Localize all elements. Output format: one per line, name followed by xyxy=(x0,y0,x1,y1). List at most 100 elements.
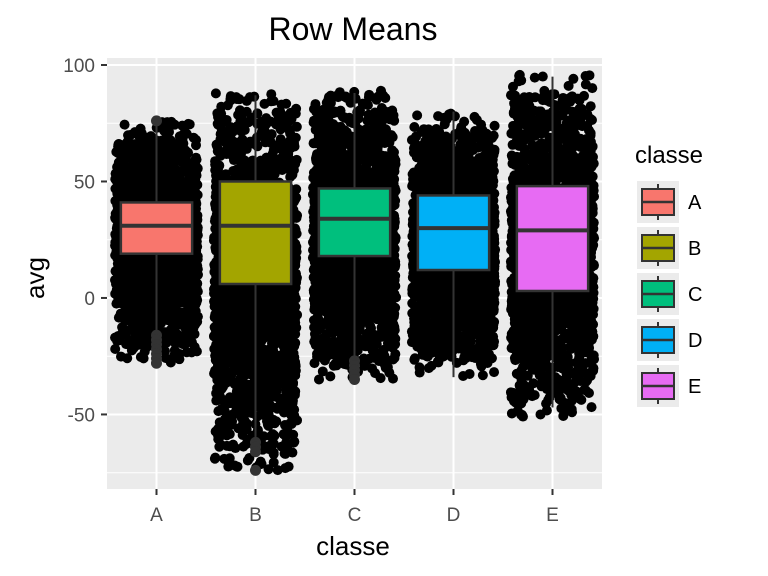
data-point xyxy=(271,338,282,349)
data-point xyxy=(113,141,124,152)
data-point xyxy=(276,441,287,452)
data-point xyxy=(179,157,190,168)
data-point xyxy=(268,457,279,468)
data-point xyxy=(286,159,297,170)
data-point xyxy=(186,347,197,358)
data-point xyxy=(259,400,270,411)
data-point xyxy=(165,303,176,314)
data-point xyxy=(222,100,233,111)
data-point xyxy=(114,282,125,293)
data-point xyxy=(145,147,156,158)
data-point xyxy=(275,124,286,135)
data-point xyxy=(291,121,302,132)
data-point xyxy=(165,357,176,368)
data-point xyxy=(263,464,274,475)
data-point xyxy=(263,443,274,454)
data-point xyxy=(171,311,182,322)
data-point xyxy=(236,331,247,342)
data-point xyxy=(171,320,182,331)
data-point xyxy=(115,149,126,160)
data-point xyxy=(248,335,259,346)
data-point xyxy=(112,162,123,173)
data-point xyxy=(171,165,182,176)
data-point xyxy=(255,167,266,178)
data-point xyxy=(238,364,249,375)
data-point xyxy=(265,431,276,442)
plot-panel xyxy=(107,58,602,489)
data-point xyxy=(144,278,155,289)
data-point xyxy=(286,388,297,399)
data-point xyxy=(164,143,175,154)
data-point xyxy=(135,306,146,317)
data-point xyxy=(228,439,239,450)
data-point xyxy=(231,344,242,355)
data-point xyxy=(161,337,172,348)
data-point xyxy=(280,375,291,386)
data-point xyxy=(219,453,230,464)
data-point xyxy=(212,358,223,369)
data-point xyxy=(227,409,238,420)
data-point xyxy=(149,320,160,331)
data-point xyxy=(230,288,241,299)
data-point xyxy=(268,96,279,107)
data-point xyxy=(237,376,248,387)
data-point xyxy=(229,460,240,471)
data-point xyxy=(157,176,168,187)
data-point xyxy=(175,275,186,286)
data-point xyxy=(129,148,140,159)
data-point xyxy=(129,327,140,338)
data-point xyxy=(239,390,250,401)
data-point xyxy=(116,351,127,362)
data-point xyxy=(212,297,223,308)
data-point xyxy=(283,420,294,431)
data-point xyxy=(267,148,278,159)
data-point xyxy=(181,328,192,339)
data-point xyxy=(158,122,169,133)
data-point xyxy=(180,128,191,139)
data-point xyxy=(272,465,283,476)
data-point xyxy=(129,127,140,138)
data-point xyxy=(212,146,223,157)
data-point xyxy=(161,314,172,325)
data-point xyxy=(240,291,251,302)
data-point xyxy=(271,416,282,427)
data-point xyxy=(184,119,195,130)
data-point xyxy=(284,354,295,365)
data-point xyxy=(155,257,166,268)
data-point xyxy=(142,333,153,344)
data-point xyxy=(112,253,123,264)
data-point xyxy=(242,455,253,466)
data-point xyxy=(279,284,290,295)
data-point xyxy=(189,304,200,315)
data-point xyxy=(123,191,134,202)
data-point xyxy=(291,192,302,203)
data-point xyxy=(177,297,188,308)
data-point xyxy=(258,293,269,304)
data-point xyxy=(278,429,289,440)
data-point xyxy=(239,155,250,166)
data-point xyxy=(126,335,137,346)
data-point xyxy=(147,136,158,147)
data-point xyxy=(240,170,251,181)
data-point xyxy=(243,117,254,128)
data-point xyxy=(119,296,130,307)
data-point xyxy=(110,343,121,354)
data-point xyxy=(153,297,164,308)
data-point xyxy=(262,311,273,322)
data-point xyxy=(219,372,230,383)
data-point xyxy=(259,98,270,109)
data-point xyxy=(225,312,236,323)
data-point xyxy=(287,336,298,347)
data-point xyxy=(188,170,199,181)
data-point xyxy=(116,328,127,339)
data-point xyxy=(248,311,259,322)
data-point xyxy=(210,88,221,99)
data-point xyxy=(277,151,288,162)
data-point xyxy=(178,190,189,201)
data-point xyxy=(191,162,202,173)
data-point xyxy=(188,268,199,279)
data-point xyxy=(169,119,180,130)
data-point xyxy=(283,116,294,127)
data-point xyxy=(137,191,148,202)
data-point xyxy=(157,306,168,317)
